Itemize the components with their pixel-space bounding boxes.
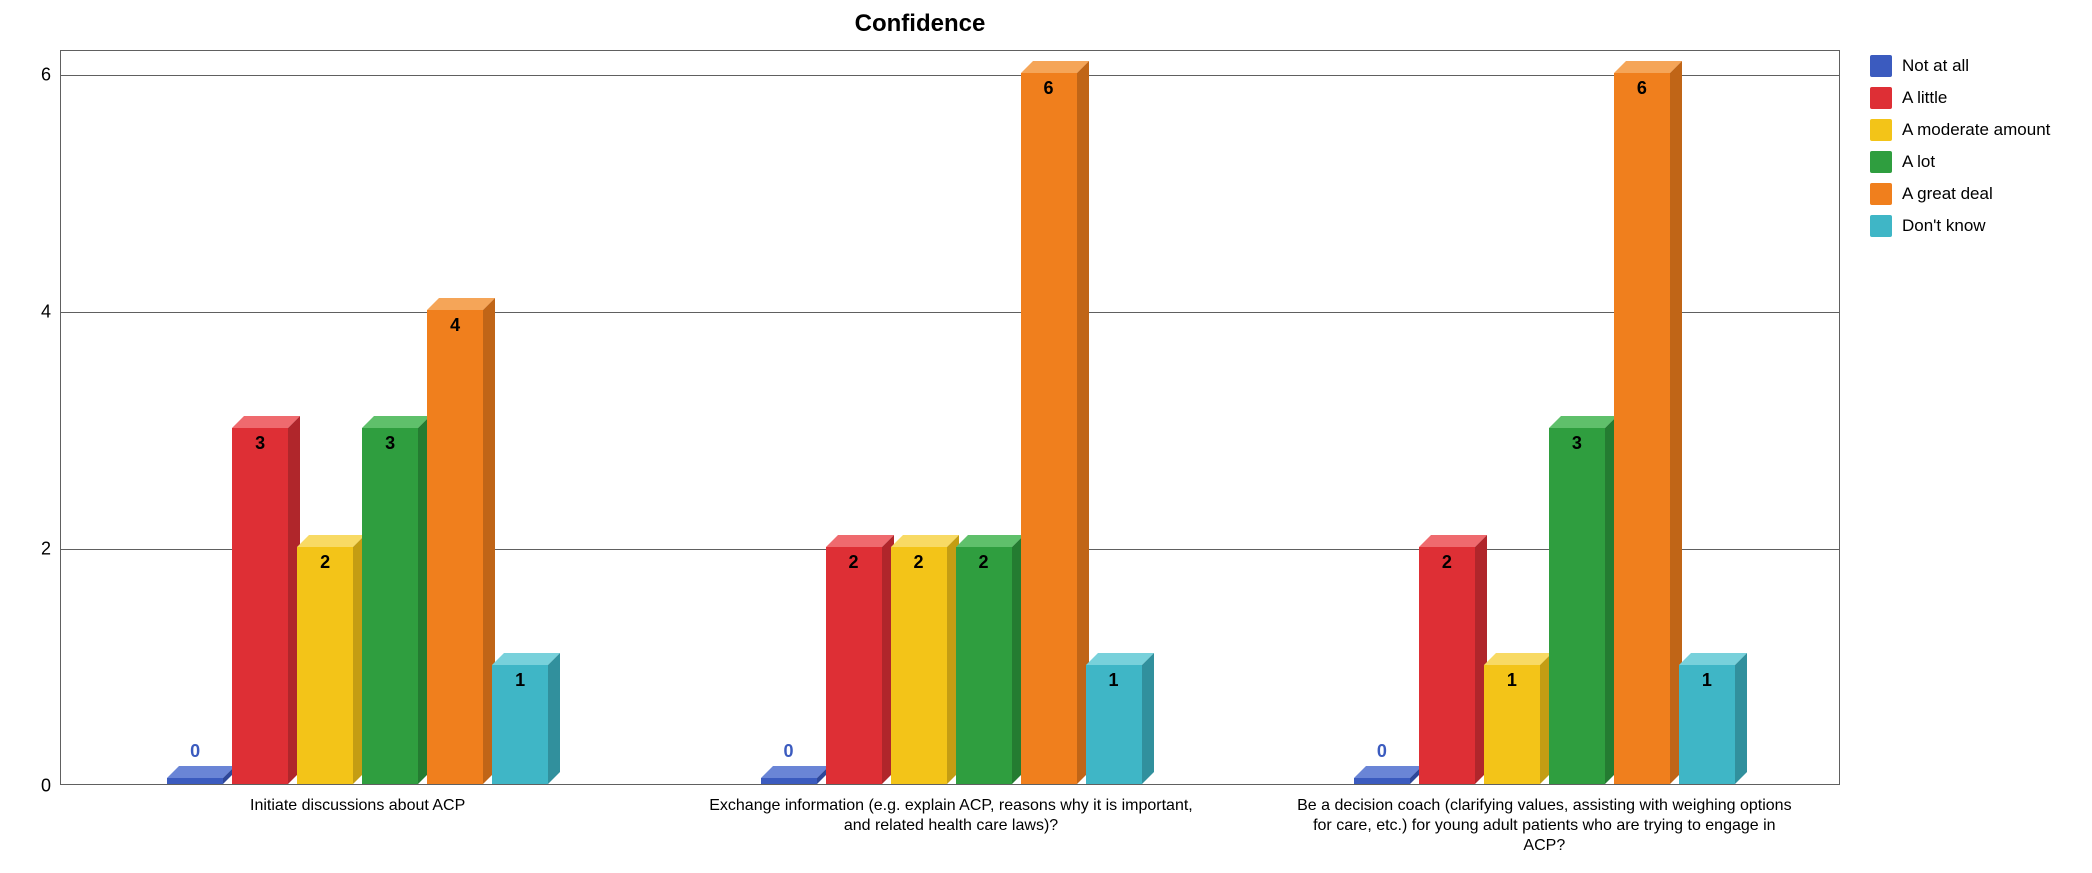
bar: 2 [826,547,882,784]
gridline [61,312,1839,313]
bar-value-label: 2 [978,552,988,573]
bar: 0 [1354,778,1410,784]
legend-swatch [1870,119,1892,141]
legend-swatch [1870,55,1892,77]
chart-title: Confidence [0,10,1840,38]
x-tick-label: Initiate discussions about ACP [78,784,638,816]
y-tick-label: 2 [41,538,61,559]
bar-value-label: 1 [1702,670,1712,691]
legend-item: A moderate amount [1870,119,2050,141]
bar-value-label: 2 [848,552,858,573]
bar-value-label: 0 [1377,741,1387,762]
bar: 4 [427,310,483,784]
bar-value-label: 1 [1507,670,1517,691]
bar-value-label: 1 [515,670,525,691]
bar-value-label: 6 [1637,78,1647,99]
bar: 1 [492,665,548,784]
bar: 1 [1086,665,1142,784]
legend-swatch [1870,151,1892,173]
chart-container: Confidence 0 2 4 6 Initiate discussions abou… [0,0,2092,873]
x-tick-label: Exchange information (e.g. explain ACP, … [671,784,1231,836]
bar: 0 [167,778,223,784]
bar: 3 [362,428,418,784]
legend-label: A great deal [1902,184,1993,204]
bar: 2 [956,547,1012,784]
bar: 1 [1679,665,1735,784]
bar: 6 [1021,73,1077,784]
bar: 2 [297,547,353,784]
legend-item: Not at all [1870,55,2050,77]
x-tick-label: Be a decision coach (clarifying values, … [1264,784,1824,856]
bar-value-label: 3 [385,433,395,454]
legend-swatch [1870,183,1892,205]
bar-value-label: 3 [1572,433,1582,454]
legend-swatch [1870,215,1892,237]
bar: 1 [1484,665,1540,784]
bar-value-label: 6 [1043,78,1053,99]
y-tick-label: 6 [41,64,61,85]
y-tick-label: 0 [41,776,61,797]
legend-label: Don't know [1902,216,1986,236]
bar: 6 [1614,73,1670,784]
bar-value-label: 4 [450,315,460,336]
bar: 3 [232,428,288,784]
y-tick-label: 4 [41,301,61,322]
bar: 2 [1419,547,1475,784]
legend-item: A great deal [1870,183,2050,205]
legend-item: Don't know [1870,215,2050,237]
bar-value-label: 2 [913,552,923,573]
legend: Not at all A little A moderate amount A lot… [1870,55,2050,247]
bar: 0 [761,778,817,784]
bar-value-label: 2 [320,552,330,573]
gridline [61,75,1839,76]
legend-label: A lot [1902,152,1935,172]
legend-label: Not at all [1902,56,1969,76]
bar-value-label: 0 [190,741,200,762]
bar-value-label: 3 [255,433,265,454]
bar: 3 [1549,428,1605,784]
plot-area: 0246Initiate discussions about ACP032341… [60,50,1840,785]
bar: 2 [891,547,947,784]
legend-swatch [1870,87,1892,109]
bar-value-label: 0 [783,741,793,762]
bar-value-label: 1 [1108,670,1118,691]
legend-item: A little [1870,87,2050,109]
legend-item: A lot [1870,151,2050,173]
legend-label: A moderate amount [1902,120,2050,140]
legend-label: A little [1902,88,1947,108]
bar-value-label: 2 [1442,552,1452,573]
